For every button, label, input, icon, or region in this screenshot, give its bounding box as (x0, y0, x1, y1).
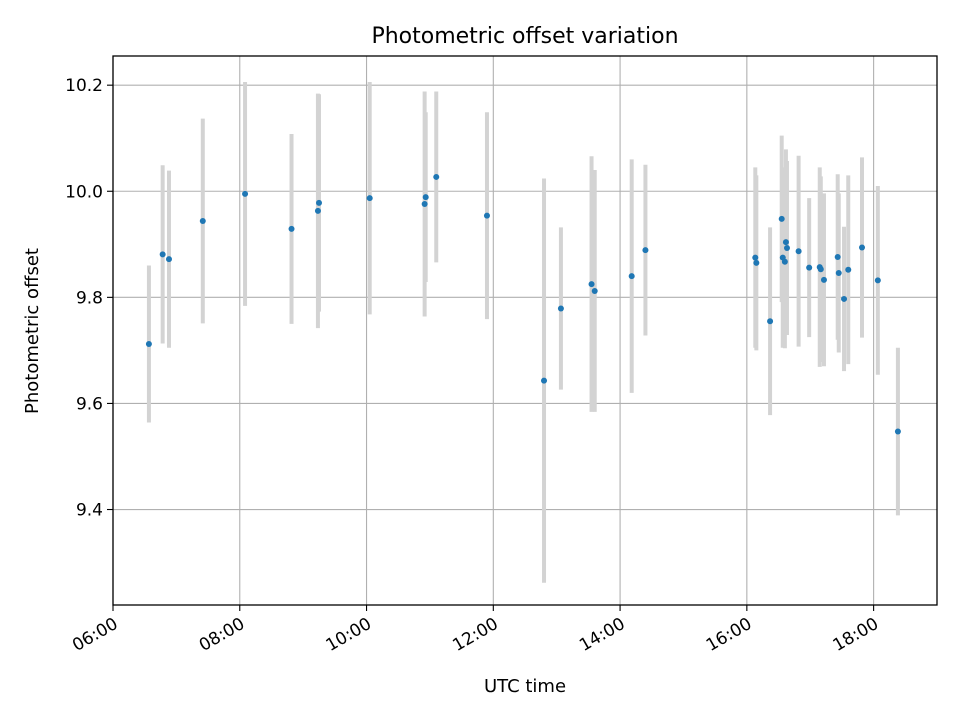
data-point (820, 276, 827, 283)
data-point (767, 318, 774, 325)
y-tick-label: 9.8 (76, 288, 103, 308)
x-axis-label: UTC time (484, 676, 566, 697)
data-point (165, 256, 172, 263)
data-point (557, 305, 564, 312)
y-tick-label: 9.6 (76, 394, 103, 414)
data-point (858, 244, 865, 251)
data-point (628, 273, 635, 280)
data-point (421, 200, 428, 207)
data-point (778, 215, 785, 222)
data-point (199, 217, 206, 224)
y-tick-label: 9.4 (76, 501, 103, 521)
data-point (366, 195, 373, 202)
data-point (433, 173, 440, 180)
data-point (806, 264, 813, 271)
data-point (834, 254, 841, 261)
data-point (422, 194, 429, 201)
data-point (752, 254, 759, 261)
plot-frame (112, 55, 938, 606)
data-point (783, 245, 790, 252)
y-tick-label: 10.0 (65, 182, 103, 202)
data-point (242, 190, 249, 197)
data-point (145, 341, 152, 348)
data-point (588, 281, 595, 288)
data-point (845, 266, 852, 273)
data-point (835, 269, 842, 276)
data-point (591, 287, 598, 294)
data-point (316, 199, 322, 206)
data-point (642, 247, 649, 254)
plot-area (113, 56, 937, 605)
data-point (541, 377, 548, 384)
chart-title: Photometric offset variation (371, 24, 678, 49)
data-point (817, 266, 824, 273)
data-point (288, 225, 295, 232)
data-point (894, 428, 901, 435)
y-axis-ticks: 9.4 9.6 9.8 10.0 10.2 (65, 76, 113, 521)
data-point (841, 295, 848, 302)
data-point (782, 239, 789, 246)
data-point (753, 259, 760, 266)
data-point (781, 258, 788, 265)
y-axis-label: Photometric offset (22, 248, 43, 414)
data-point (159, 251, 166, 258)
data-points (145, 173, 901, 435)
data-point (483, 212, 490, 219)
y-tick-label: 10.2 (65, 76, 103, 96)
data-point (314, 207, 321, 214)
data-point (874, 277, 881, 284)
data-point (795, 248, 802, 255)
